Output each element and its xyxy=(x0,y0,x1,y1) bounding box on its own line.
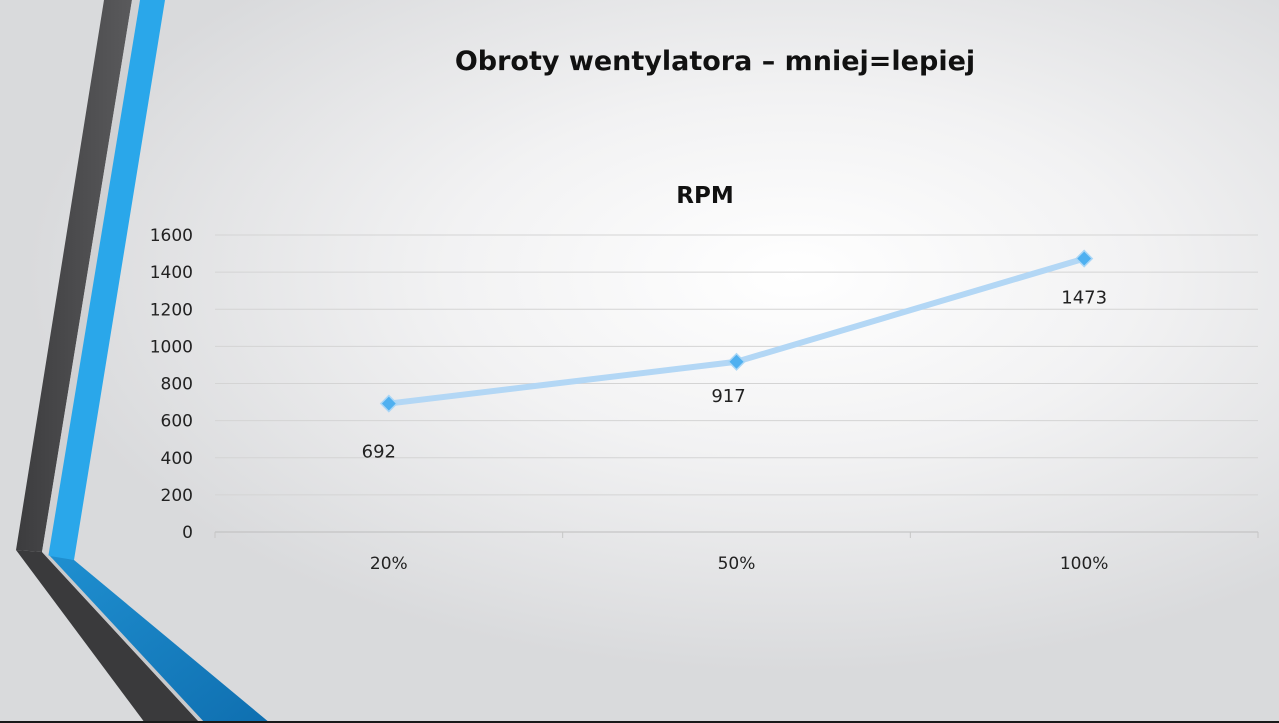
dark-stripe-lower xyxy=(16,550,200,723)
series-line xyxy=(385,255,1088,407)
y-tick-label: 400 xyxy=(161,449,193,469)
series-rpm xyxy=(379,249,1094,413)
blue-stripe-upper xyxy=(48,0,165,560)
x-tick-label: 20% xyxy=(370,554,408,574)
y-tick-label: 800 xyxy=(161,375,193,395)
grid xyxy=(214,234,1259,538)
data-label: 692 xyxy=(362,442,396,463)
y-axis-ticks: 0 200 400 600 800 1000 1200 1400 1600 xyxy=(150,226,193,543)
light-stripe-lower xyxy=(42,552,205,723)
y-tick-label: 1400 xyxy=(150,263,193,283)
y-tick-label: 200 xyxy=(161,486,193,506)
data-point-marker xyxy=(379,394,398,413)
blue-stripe-lower xyxy=(50,556,270,723)
data-point-marker xyxy=(1075,249,1094,268)
data-label: 1473 xyxy=(1061,288,1107,309)
slide-title: Obroty wentylatora – mniej=lepiej xyxy=(454,46,976,77)
x-axis-ticks: 20% 50% 100% xyxy=(370,554,1109,574)
chart-title: RPM xyxy=(676,183,733,209)
bottom-border xyxy=(0,721,1279,723)
data-labels: 692 917 1473 xyxy=(362,288,1107,463)
light-stripe-upper xyxy=(42,0,140,556)
y-tick-label: 600 xyxy=(161,412,193,432)
x-tick-label: 100% xyxy=(1060,554,1109,574)
y-tick-label: 1200 xyxy=(150,300,193,320)
y-tick-label: 1600 xyxy=(150,226,193,246)
y-tick-label: 0 xyxy=(182,523,193,543)
data-point-marker xyxy=(727,352,746,371)
y-tick-label: 1000 xyxy=(150,337,193,357)
dark-stripe-upper xyxy=(16,0,132,552)
x-tick-label: 50% xyxy=(718,554,756,574)
data-label: 917 xyxy=(711,386,745,407)
